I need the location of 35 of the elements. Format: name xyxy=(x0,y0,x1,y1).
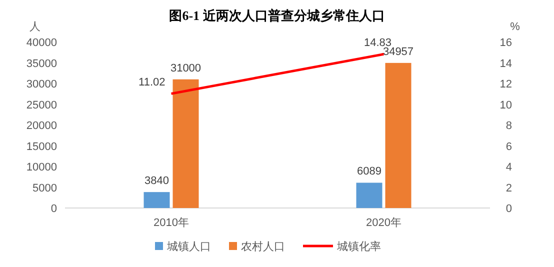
y-tick-label: 15000 xyxy=(26,140,57,153)
bar xyxy=(144,192,170,208)
y-tick-label: 25000 xyxy=(26,99,57,112)
y2-tick-label: 4 xyxy=(506,162,512,174)
y2-tick-label: 2 xyxy=(506,182,512,194)
data-label: 6089 xyxy=(357,166,382,178)
x-tick-label: 2010年 xyxy=(154,217,189,229)
legend-label: 城镇化率 xyxy=(336,240,381,253)
y-tick-label: 30000 xyxy=(26,78,57,90)
y-tick-label: 20000 xyxy=(26,120,57,132)
y2-tick-label: 16 xyxy=(500,37,512,49)
legend-label: 农村人口 xyxy=(241,240,285,253)
bar xyxy=(356,182,382,208)
y-tick-label: 10000 xyxy=(26,162,57,174)
y2-tick-label: 8 xyxy=(506,120,512,132)
y-tick-label: 0 xyxy=(50,203,57,215)
y-tick-label: 40000 xyxy=(26,37,57,49)
y2-tick-label: 6 xyxy=(506,140,512,153)
data-label: 3840 xyxy=(144,175,169,188)
x-tick-label: 2020年 xyxy=(366,217,402,229)
y2-tick-label: 12 xyxy=(500,78,512,90)
data-label: 34957 xyxy=(382,46,414,58)
y2-tick-label: 14 xyxy=(500,58,512,70)
y2-tick-label: 10 xyxy=(500,99,512,112)
y-tick-label: 35000 xyxy=(26,58,57,70)
bar xyxy=(385,62,412,208)
bar xyxy=(172,79,199,208)
data-label: 11.02 xyxy=(138,76,166,89)
data-label: 31000 xyxy=(170,62,202,74)
y-tick-label: 5000 xyxy=(32,182,57,194)
y2-axis-title: % xyxy=(510,21,520,33)
chart-title: 图6-1 近两次人口普查分城乡常住人口 xyxy=(169,8,385,23)
y-axis-title: 人 xyxy=(30,21,40,33)
y2-tick-label: 0 xyxy=(506,203,512,215)
legend-label: 城镇人口 xyxy=(166,240,211,253)
